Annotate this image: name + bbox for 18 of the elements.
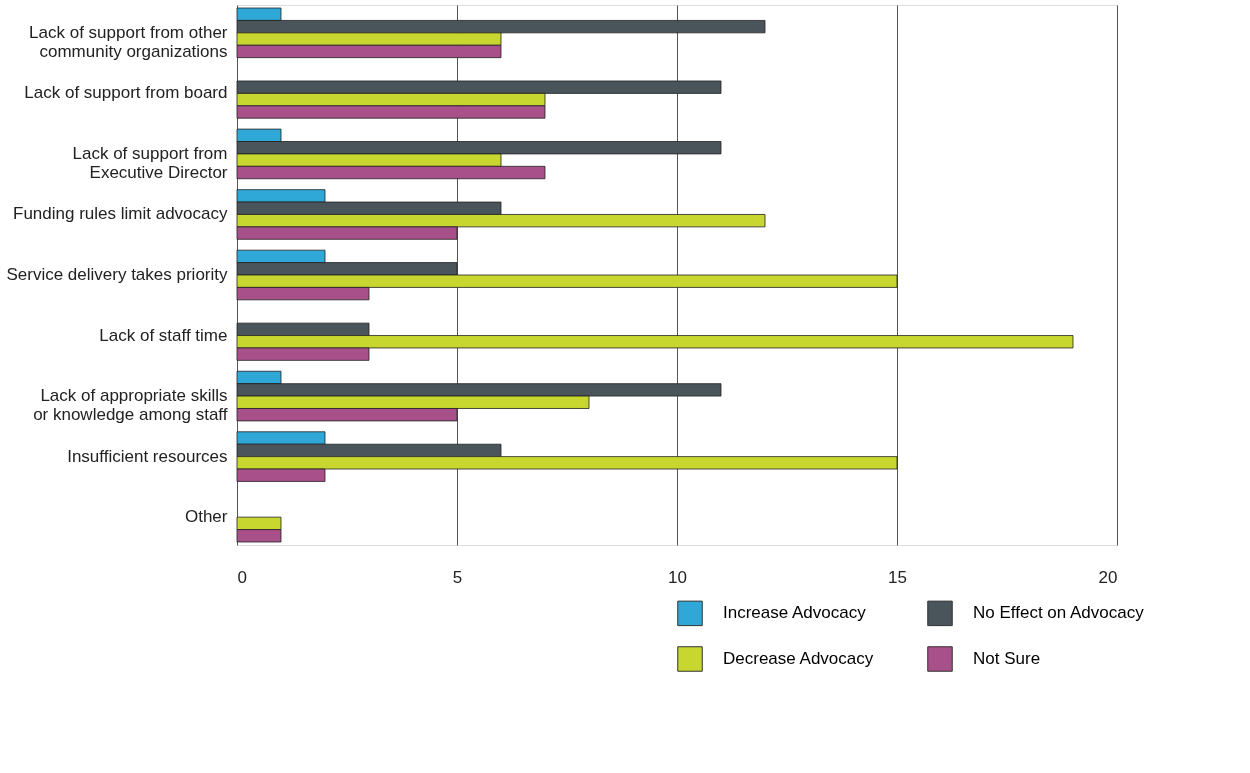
legend-label: Increase Advocacy <box>723 603 867 623</box>
y-tick-label: Insufficient resources <box>67 446 228 466</box>
x-tick-label: 0 <box>237 567 247 587</box>
y-tick-label: Other <box>184 507 228 527</box>
y-tick-label: Service delivery takes priority <box>6 265 228 284</box>
legend-label: Not Sure <box>973 649 1041 668</box>
legend-label: No Effect on Advocacy <box>973 603 1145 623</box>
x-tick-label: 15 <box>888 567 907 587</box>
legend-label: Decrease Advocacy <box>723 649 874 668</box>
y-tick-label: Lack of support from Executive Director <box>72 143 228 182</box>
y-tick-label: Lack of support from board <box>24 83 228 103</box>
x-tick-label: 20 <box>1098 567 1118 587</box>
y-tick-label: Lack of appropriate skills or knowledge among staff <box>33 386 228 425</box>
y-tick-label: Lack of staff time <box>99 325 228 345</box>
x-tick-label: 5 <box>452 567 463 587</box>
x-tick-label: 10 <box>668 567 687 587</box>
y-tick-label: Lack of support from other community organizations <box>29 22 228 61</box>
y-tick-label: Funding rules limit advocacy <box>13 204 228 224</box>
